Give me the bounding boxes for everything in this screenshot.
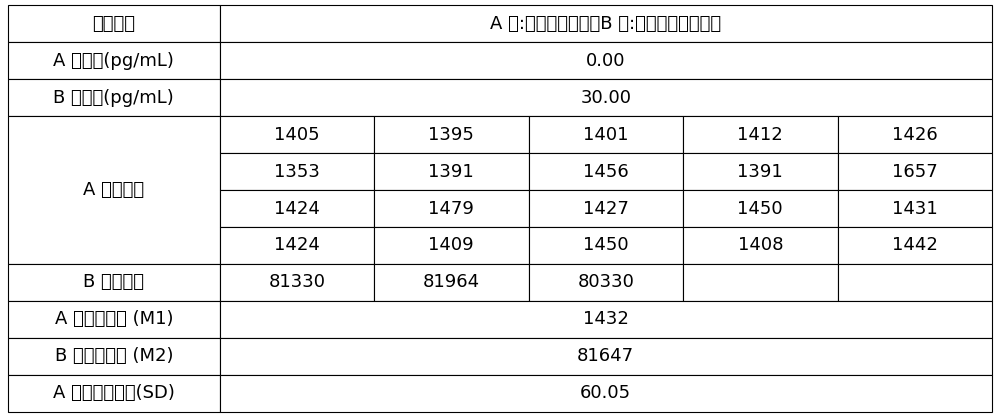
Text: 1432: 1432 <box>583 311 629 329</box>
Bar <box>374 227 529 264</box>
Bar <box>838 190 992 227</box>
Text: 1479: 1479 <box>428 199 474 218</box>
Bar <box>8 42 220 79</box>
Text: 1442: 1442 <box>892 236 938 254</box>
Bar <box>838 227 992 264</box>
Text: 实验浓度: 实验浓度 <box>92 15 135 33</box>
Text: 1424: 1424 <box>274 236 320 254</box>
Text: 60.05: 60.05 <box>580 384 631 402</box>
Bar <box>683 116 838 153</box>
Bar <box>8 375 220 412</box>
Bar <box>529 264 683 301</box>
Text: 1657: 1657 <box>892 163 938 181</box>
Text: 81330: 81330 <box>268 274 325 291</box>
Bar <box>220 301 992 338</box>
Text: B 点发光值: B 点发光值 <box>83 274 144 291</box>
Text: 1450: 1450 <box>737 199 783 218</box>
Bar <box>220 264 374 301</box>
Text: 1412: 1412 <box>737 126 783 143</box>
Bar <box>374 264 529 301</box>
Text: 1409: 1409 <box>428 236 474 254</box>
Text: 30.00: 30.00 <box>580 88 631 106</box>
Text: 1450: 1450 <box>583 236 629 254</box>
Bar <box>220 153 374 190</box>
Bar <box>838 153 992 190</box>
Text: 1431: 1431 <box>892 199 938 218</box>
Text: 1456: 1456 <box>583 163 629 181</box>
Text: A 点发光均值 (M1): A 点发光均值 (M1) <box>55 311 173 329</box>
Bar <box>220 227 374 264</box>
Bar <box>374 190 529 227</box>
Text: 1408: 1408 <box>738 236 783 254</box>
Text: 81647: 81647 <box>577 347 634 365</box>
Bar <box>220 42 992 79</box>
Text: B 点浓度(pg/mL): B 点浓度(pg/mL) <box>53 88 174 106</box>
Bar <box>683 153 838 190</box>
Bar <box>8 5 220 42</box>
Text: 0.00: 0.00 <box>586 52 626 70</box>
Text: 1405: 1405 <box>274 126 320 143</box>
Text: 1426: 1426 <box>892 126 938 143</box>
Text: 80330: 80330 <box>577 274 634 291</box>
Bar <box>8 264 220 301</box>
Text: 81964: 81964 <box>423 274 480 291</box>
Text: 1391: 1391 <box>737 163 783 181</box>
Bar <box>8 338 220 375</box>
Text: A 点发光值: A 点发光值 <box>83 181 144 199</box>
Text: A 点浓度(pg/mL): A 点浓度(pg/mL) <box>53 52 174 70</box>
Text: 1424: 1424 <box>274 199 320 218</box>
Bar <box>529 153 683 190</box>
Bar <box>220 375 992 412</box>
Bar <box>8 301 220 338</box>
Text: 1353: 1353 <box>274 163 320 181</box>
Text: 1401: 1401 <box>583 126 629 143</box>
Text: A 点发光标准差(SD): A 点发光标准差(SD) <box>53 384 175 402</box>
Text: 1391: 1391 <box>428 163 474 181</box>
Bar <box>8 116 220 264</box>
Bar <box>220 338 992 375</box>
Bar <box>374 153 529 190</box>
Bar <box>529 116 683 153</box>
Text: 1395: 1395 <box>428 126 474 143</box>
Bar <box>220 190 374 227</box>
Bar <box>374 116 529 153</box>
Bar <box>220 5 992 42</box>
Bar <box>683 264 838 301</box>
Bar <box>220 79 992 116</box>
Bar <box>220 116 374 153</box>
Bar <box>683 227 838 264</box>
Bar <box>529 227 683 264</box>
Bar <box>838 264 992 301</box>
Bar <box>529 190 683 227</box>
Text: 1427: 1427 <box>583 199 629 218</box>
Bar <box>683 190 838 227</box>
Bar <box>8 79 220 116</box>
Text: A 点:零浓度校准品，B 点:相邻零浓度校准品: A 点:零浓度校准品，B 点:相邻零浓度校准品 <box>490 15 721 33</box>
Bar <box>838 116 992 153</box>
Text: B 点发光均值 (M2): B 点发光均值 (M2) <box>55 347 173 365</box>
